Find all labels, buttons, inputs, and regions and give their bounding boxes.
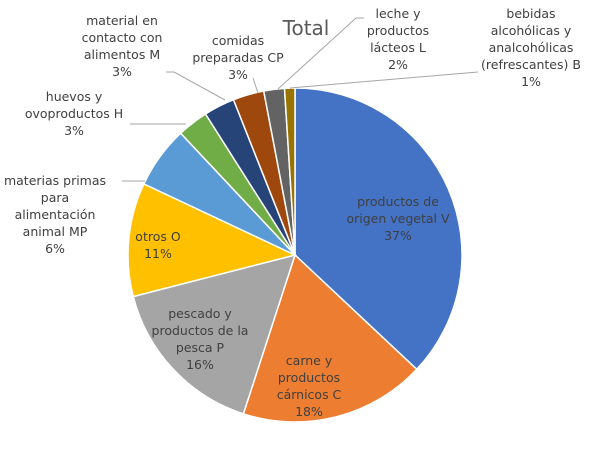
slice-label-6: huevos y ovoproductos H 3% — [25, 89, 123, 138]
leader-line-9 — [277, 17, 364, 90]
leader-line-8 — [252, 77, 259, 94]
slice-value-1: 37% — [384, 228, 412, 243]
slice-value-4: 11% — [144, 246, 172, 261]
slice-label-9: leche y productos lácteos L 2% — [367, 6, 429, 72]
slice-value-9: 2% — [388, 57, 408, 72]
slice-label-8: comidas preparadas CP 3% — [192, 33, 284, 82]
leader-line-10 — [289, 71, 479, 89]
slice-value-8: 3% — [228, 67, 248, 82]
leader-line-7 — [166, 71, 226, 101]
slice-label-1: productos de origen vegetal V 37% — [346, 194, 450, 243]
slice-value-7: 3% — [112, 64, 132, 79]
pie-slice-2 — [242, 253, 418, 423]
pie-slice-1 — [294, 87, 463, 371]
slice-value-3: 16% — [186, 357, 214, 372]
chart-title: Total — [282, 16, 330, 40]
slice-label-10: bebidas alcohólicas y analcohólicas (refres… — [481, 6, 581, 89]
slice-value-2: 18% — [295, 404, 323, 419]
pie-slice-3 — [132, 253, 297, 415]
slice-label-3: pescado y productos de la pesca P 16% — [152, 306, 249, 372]
slice-value-6: 3% — [64, 123, 84, 138]
slice-label-2: carne y productos cárnicos C 18% — [277, 353, 342, 419]
slice-label-4: otros O 11% — [135, 229, 181, 261]
pie-slice-4 — [127, 182, 298, 298]
slice-value-5: 6% — [45, 241, 65, 256]
slice-value-10: 1% — [521, 74, 541, 89]
slice-label-5: materias primas para alimentación animal MP… — [4, 173, 106, 256]
slice-label-7: material en contacto con alimentos M 3% — [82, 13, 163, 79]
